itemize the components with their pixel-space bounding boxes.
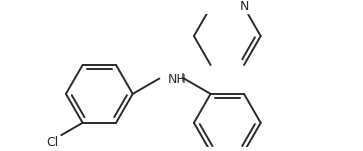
Text: NH: NH [168, 73, 187, 86]
Text: Cl: Cl [46, 136, 59, 149]
Text: N: N [239, 0, 249, 13]
Text: NH: NH [166, 72, 185, 85]
